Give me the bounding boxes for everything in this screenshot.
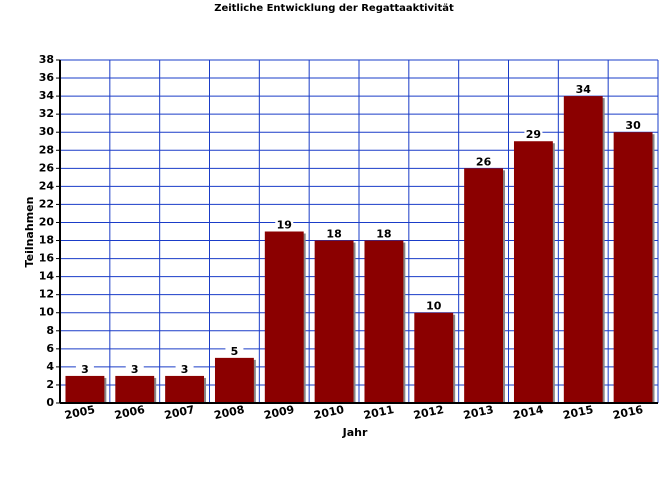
value-label-box: [524, 128, 543, 141]
bar: [563, 96, 603, 404]
value-label: 34: [576, 83, 592, 96]
y-tick-label: 38: [39, 53, 54, 66]
value-label: 3: [81, 363, 89, 376]
x-tick-label: 2013: [462, 403, 495, 422]
x-tick-label: 2005: [63, 403, 96, 422]
y-tick-label: 16: [39, 252, 55, 265]
bar: [65, 375, 105, 403]
x-tick-label: 2007: [163, 403, 196, 422]
value-label-box: [125, 362, 144, 375]
y-tick-label: 30: [39, 125, 55, 138]
x-tick-label: 2011: [362, 403, 395, 422]
y-tick-label: 10: [39, 306, 55, 319]
value-label-box: [624, 119, 643, 132]
bar: [414, 312, 454, 403]
y-tick-label: 26: [39, 161, 55, 174]
y-tick-label: 34: [39, 89, 55, 102]
y-tick-label: 12: [39, 288, 54, 301]
bar: [214, 357, 254, 403]
y-tick-label: 32: [39, 107, 54, 120]
value-label: 18: [376, 228, 391, 241]
value-label: 5: [231, 345, 239, 358]
x-tick-label: 2006: [113, 403, 146, 422]
value-label: 3: [181, 363, 189, 376]
value-label-box: [474, 155, 493, 168]
bar: [314, 240, 354, 403]
bar: [364, 240, 404, 403]
value-label: 10: [426, 300, 442, 313]
bar: [264, 231, 304, 403]
y-tick-label: 6: [46, 342, 54, 355]
value-label: 3: [131, 363, 139, 376]
value-label: 18: [326, 228, 341, 241]
y-tick-label: 8: [46, 324, 54, 337]
value-label-box: [75, 362, 94, 375]
value-label: 19: [277, 219, 292, 232]
y-tick-label: 0: [46, 396, 54, 409]
value-label-box: [374, 227, 393, 240]
value-label-box: [175, 362, 194, 375]
x-tick-label: 2008: [213, 403, 246, 422]
bar: [613, 132, 653, 404]
x-tick-label: 2009: [263, 403, 296, 422]
value-label: 26: [476, 155, 492, 168]
y-tick-label: 2: [46, 378, 54, 391]
bar: [115, 375, 155, 403]
bar: [165, 375, 205, 403]
value-label-box: [275, 218, 294, 231]
chart-title: Zeitliche Entwicklung der Regattaaktivit…: [214, 3, 454, 14]
y-tick-label: 20: [39, 215, 55, 228]
y-tick-label: 14: [39, 270, 55, 283]
value-label-box: [225, 344, 244, 357]
x-tick-label: 2015: [562, 403, 595, 422]
y-tick-label: 28: [39, 143, 54, 156]
y-tick-label: 22: [39, 197, 54, 210]
x-tick-label: 2014: [512, 403, 545, 422]
y-axis-label: Teilnahmen: [23, 197, 36, 268]
y-tick-label: 18: [39, 234, 54, 247]
value-label-box: [325, 227, 344, 240]
x-axis-label: Jahr: [342, 426, 368, 439]
value-label-box: [574, 83, 593, 96]
bar: [513, 141, 553, 403]
y-tick-label: 36: [39, 71, 55, 84]
value-label-box: [424, 299, 443, 312]
value-label: 29: [526, 128, 541, 141]
y-tick-label: 4: [46, 360, 54, 373]
x-tick-label: 2012: [412, 403, 445, 422]
bar: [464, 168, 504, 403]
x-tick-label: 2016: [612, 403, 645, 422]
x-tick-label: 2010: [313, 403, 346, 422]
y-tick-label: 24: [39, 179, 55, 192]
value-label: 30: [625, 119, 641, 132]
